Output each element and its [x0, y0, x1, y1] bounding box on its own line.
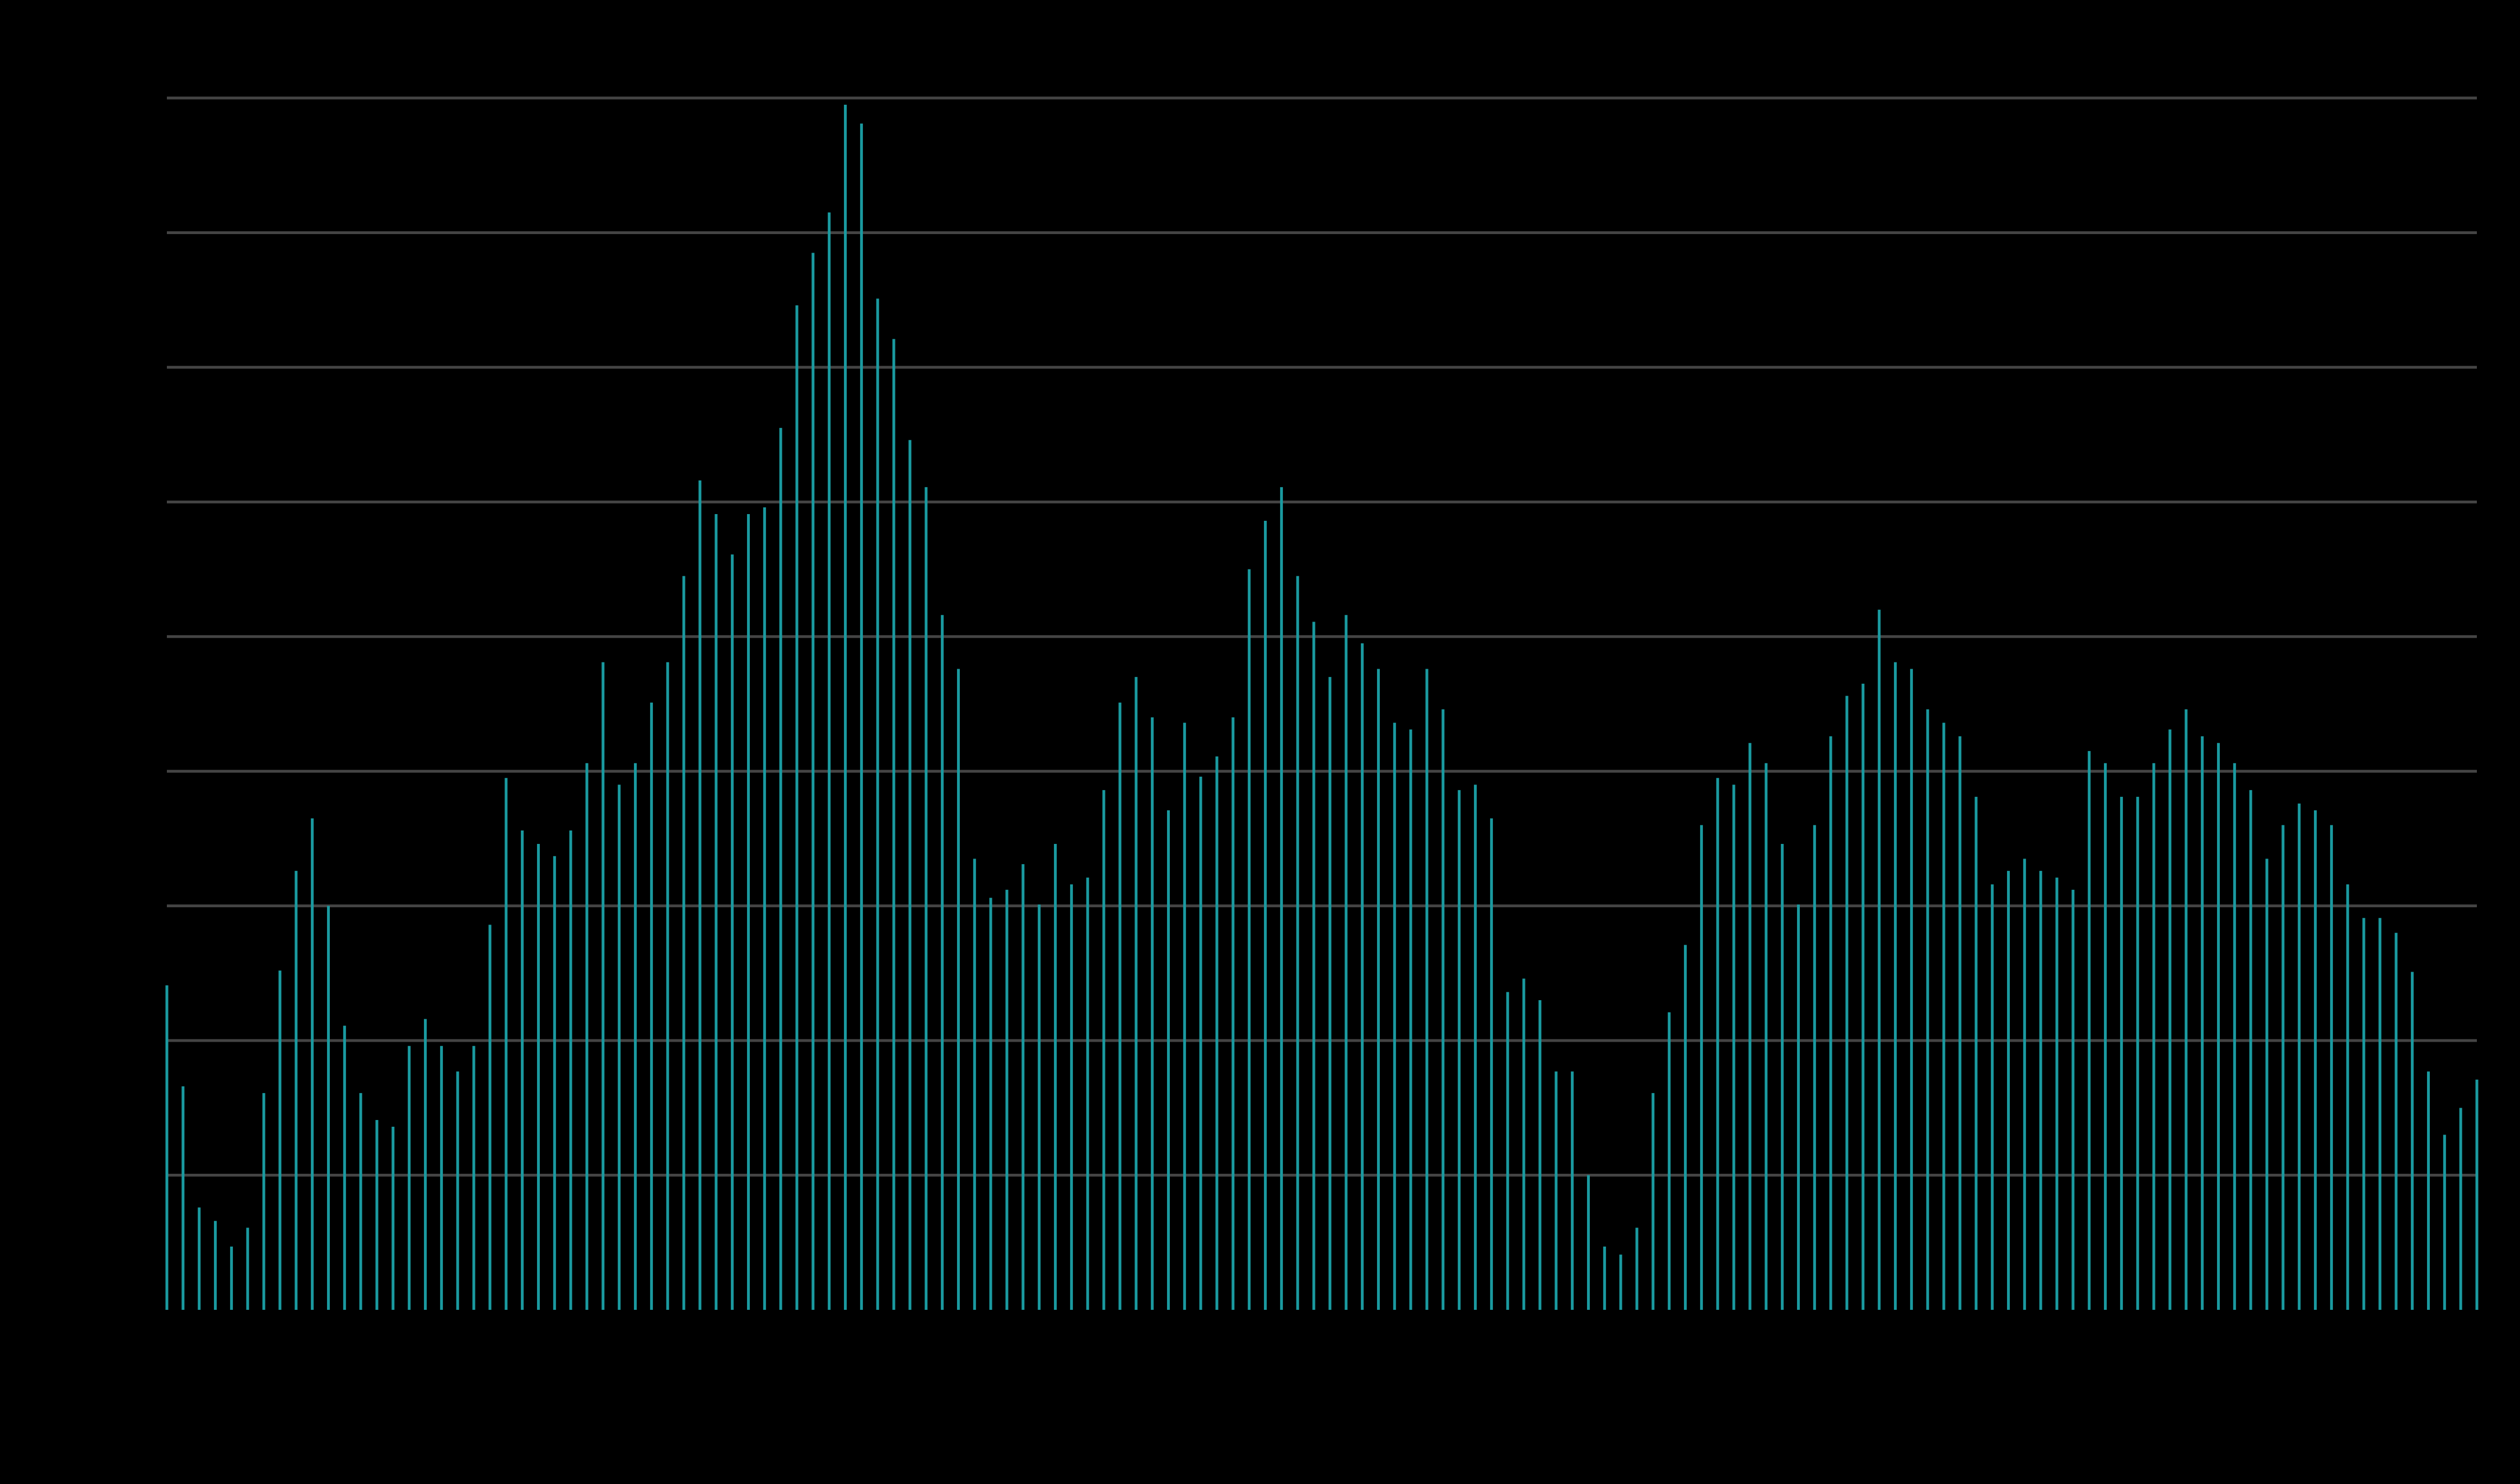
- y-tick-label: 30: [116, 892, 144, 918]
- y-tick-label: 60: [116, 488, 144, 514]
- y-tick-label: 20: [116, 1026, 144, 1052]
- y-tick-label: 10: [116, 1161, 144, 1187]
- y-tick-label: 90: [116, 84, 144, 110]
- y-tick-label: 70: [116, 353, 144, 379]
- y-tick-label: 40: [116, 757, 144, 783]
- y-tick-label: 50: [116, 623, 144, 648]
- y-tick-label: 80: [116, 218, 144, 244]
